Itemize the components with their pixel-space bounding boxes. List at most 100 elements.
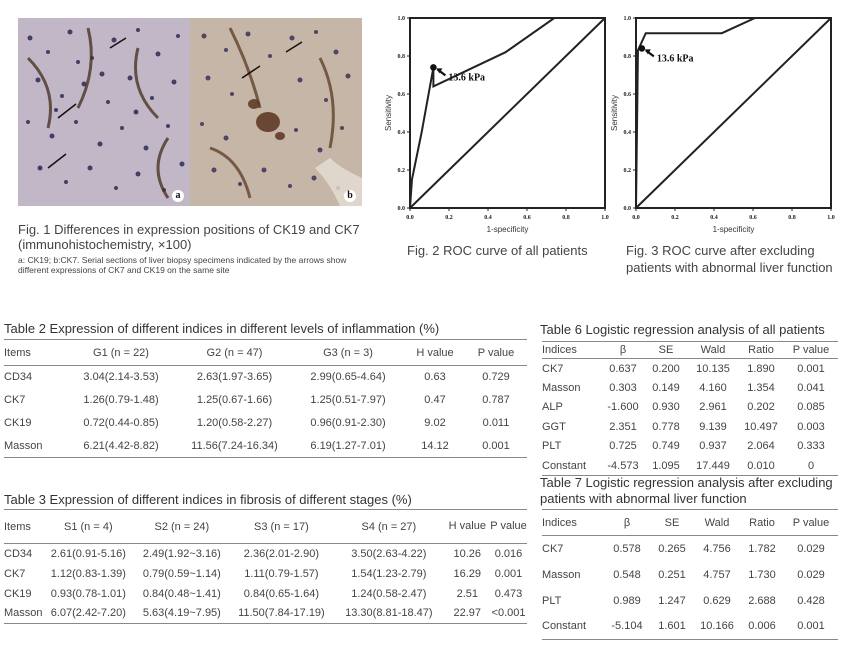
x-tick-label: 0.8 bbox=[788, 215, 796, 221]
table2-cell: 0.729 bbox=[482, 371, 510, 384]
table3-row: Masson 6.07(2.42-7.20) 5.63(4.19~7.95) 11.5… bbox=[4, 604, 527, 624]
table7-row: Masson 0.548 0.251 4.757 1.730 0.029 bbox=[542, 562, 838, 588]
table2-cell: 0.001 bbox=[482, 439, 510, 452]
table2-cell: 6.19(1.27-7.01) bbox=[310, 439, 386, 452]
y-tick-label: 0.0 bbox=[624, 206, 632, 212]
table2-cell: 0.72(0.44-0.85) bbox=[83, 417, 159, 429]
table2-cell: 3.04(2.14-3.53) bbox=[83, 371, 159, 384]
table7-header-cell: Wald bbox=[704, 516, 730, 529]
table7-cell: 0.006 bbox=[748, 620, 776, 633]
table3-cell: 0.84(0.48~1.41) bbox=[142, 587, 221, 600]
table3-header-cell: S3 (n = 17) bbox=[254, 520, 309, 533]
table6-row: Constant -4.573 1.095 17.449 0.010 0 bbox=[542, 456, 838, 476]
table2-cell: 14.12 bbox=[421, 439, 449, 452]
table6-cell: PLT bbox=[542, 440, 562, 453]
roc-curve bbox=[635, 17, 831, 209]
table6-cell: 0.202 bbox=[747, 401, 775, 414]
table3-cell: 0.84(0.65-1.64) bbox=[243, 587, 319, 600]
table2-cell: 2.99(0.65-4.64) bbox=[310, 371, 386, 384]
table6-row: ALP -1.600 0.930 2.961 0.202 0.085 bbox=[542, 398, 838, 418]
table3-header-cell: H value bbox=[448, 520, 486, 532]
table6-cell: 2.064 bbox=[747, 440, 775, 453]
table2-row: CK19 0.72(0.44-0.85) 1.20(0.58-2.27) 0.96(0… bbox=[4, 412, 527, 435]
table3-row: CD34 2.61(0.91-5.16) 2.49(1.92~3.16) 2.36(2… bbox=[4, 544, 527, 564]
table6-cell: CK7 bbox=[542, 362, 564, 375]
table7-title-line2: patients with abnormal liver function bbox=[540, 491, 747, 506]
micrograph-a-image bbox=[18, 18, 190, 206]
table6-header-cell: SE bbox=[658, 344, 674, 356]
table2-cell: 0.96(0.91-2.30) bbox=[310, 417, 386, 429]
table6-cell: 0.149 bbox=[652, 381, 680, 394]
table7-cell: PLT bbox=[542, 594, 562, 607]
table3-cell: 2.61(0.91-5.16) bbox=[50, 547, 126, 560]
table6-cell: 0.003 bbox=[797, 420, 825, 433]
y-tick-label: 0.0 bbox=[398, 206, 406, 212]
table7-cell: 2.688 bbox=[748, 594, 776, 607]
y-tick-label: 0.6 bbox=[398, 92, 406, 98]
table6-header-cell: Ratio bbox=[748, 344, 774, 356]
table3-cell: 0.016 bbox=[494, 547, 523, 560]
x-tick-label: 1.0 bbox=[601, 215, 609, 221]
x-tick-label: 0.6 bbox=[523, 215, 531, 221]
table7-cell: 0.251 bbox=[658, 568, 686, 581]
table2-cell: 0.63 bbox=[424, 371, 446, 384]
table2-cell: 11.56(7.24-16.34) bbox=[191, 439, 278, 452]
table6-cell: 0.333 bbox=[797, 440, 825, 453]
table7: Indices β SE Wald Ratio P value CK7 0.578… bbox=[542, 509, 838, 640]
table2-cell: 1.25(0.51-7.97) bbox=[310, 394, 386, 406]
table6-cell: 4.160 bbox=[699, 381, 727, 394]
table6-cell: 0.303 bbox=[609, 381, 637, 394]
table3: Items S1 (n = 4) S2 (n = 24) S3 (n = 17)… bbox=[4, 509, 527, 624]
roc-curve bbox=[409, 17, 605, 209]
table6-title: Table 6 Logistic regression analysis of … bbox=[540, 322, 825, 337]
table6: Indices β SE Wald Ratio P value CK7 0.637… bbox=[542, 341, 838, 476]
table2-cell: 9.02 bbox=[424, 417, 446, 429]
table7-cell: 0.989 bbox=[613, 594, 641, 607]
y-tick-label: 0.8 bbox=[398, 54, 406, 60]
table6-cell: 0.725 bbox=[609, 440, 637, 453]
table3-cell: 0.001 bbox=[494, 567, 523, 580]
table3-cell: 11.50(7.84-17.19) bbox=[238, 607, 325, 620]
table7-cell: 0.428 bbox=[797, 594, 825, 607]
x-axis-label: 1-specificity bbox=[487, 225, 529, 234]
fig2-roc-svg: 0.00.0 0.2 0.2 0.4 0.4 0.6 0.6 0.8 0.8 1.0 1.0 13.6… bbox=[384, 16, 609, 234]
x-tick-label: 0.4 bbox=[710, 215, 718, 221]
table6-cell: GGT bbox=[542, 420, 566, 433]
table3-cell: Masson bbox=[4, 606, 43, 619]
table7-title-line1: Table 7 Logistic regression analysis aft… bbox=[540, 475, 833, 490]
table6-row: PLT 0.725 0.749 0.937 2.064 0.333 bbox=[542, 437, 838, 457]
table2-cell: 6.21(4.42-8.82) bbox=[83, 439, 159, 452]
table7-cell: 1.730 bbox=[748, 568, 776, 581]
table6-cell: 10.135 bbox=[696, 362, 730, 375]
table2-cell: CK7 bbox=[4, 394, 26, 406]
y-axis-label: Sensitivity bbox=[610, 95, 619, 131]
cutoff-annotation: 13.6 kPa bbox=[448, 72, 485, 83]
fig1-caption: Fig. 1 Differences in expression positio… bbox=[18, 222, 360, 252]
table2-cell: 2.63(1.97-3.65) bbox=[196, 371, 273, 384]
table3-row: CK19 0.93(0.78-1.01) 0.84(0.48~1.41) 0.84(0… bbox=[4, 584, 527, 604]
table6-cell: 1.890 bbox=[747, 362, 775, 375]
y-tick-label: 0.8 bbox=[624, 54, 632, 60]
table6-row: GGT 2.351 0.778 9.139 10.497 0.003 bbox=[542, 417, 838, 437]
table7-cell: 0.548 bbox=[613, 568, 641, 581]
table6-header-cell: P value bbox=[792, 344, 830, 356]
table6-cell: 0.001 bbox=[797, 362, 825, 375]
table3-cell: 1.24(0.58-2.47) bbox=[351, 587, 427, 600]
table7-cell: 1.782 bbox=[748, 542, 776, 555]
fig2-caption: Fig. 2 ROC curve of all patients bbox=[407, 243, 588, 258]
table3-title: Table 3 Expression of different indices … bbox=[4, 492, 412, 507]
table2-cell: 1.20(0.58-2.27) bbox=[196, 417, 273, 429]
table2-cell: 0.011 bbox=[482, 417, 510, 429]
table3-row: CK7 1.12(0.83-1.39) 0.79(0.59~1.14) 1.11(0.… bbox=[4, 564, 527, 584]
y-tick-label: 0.2 bbox=[624, 168, 632, 174]
table2-header-cell: G2 (n = 47) bbox=[206, 346, 263, 359]
table6-cell: 9.139 bbox=[699, 420, 727, 433]
table3-cell: 16.29 bbox=[453, 567, 482, 580]
fig1-subcaption: a: CK19; b:CK7. Serial sections of liver… bbox=[18, 255, 347, 275]
table3-cell: 0.79(0.59~1.14) bbox=[142, 567, 221, 580]
table6-cell: 0.200 bbox=[652, 362, 680, 375]
table6-cell: 0.041 bbox=[797, 381, 825, 394]
x-tick-label: 0.0 bbox=[632, 215, 640, 221]
table3-header-cell: P value bbox=[490, 520, 527, 532]
cutoff-point bbox=[430, 64, 437, 71]
